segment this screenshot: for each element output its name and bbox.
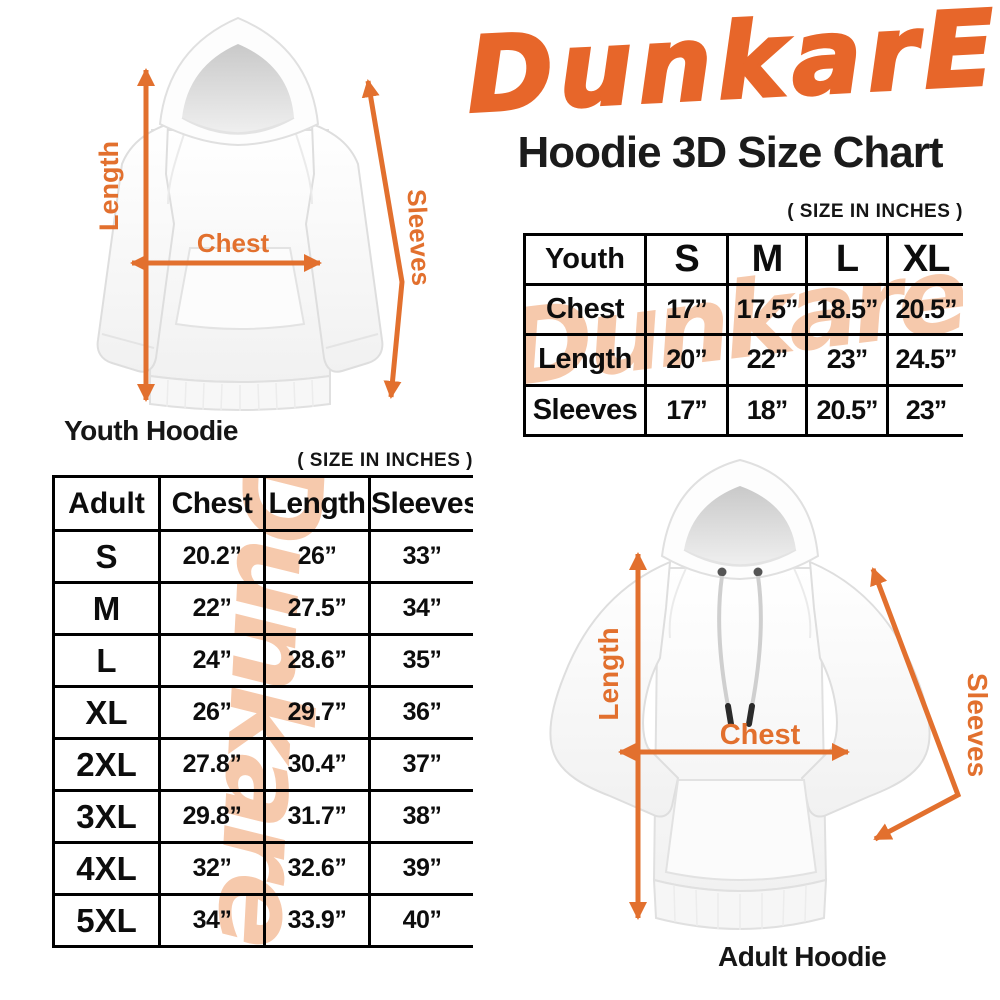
value-cell: 20.2”	[158, 529, 266, 584]
value-cell: 20.5”	[805, 383, 889, 437]
adult-chest-label: Chest	[720, 719, 801, 751]
youth-hoodie-figure: Length Chest Sleeves	[18, 4, 448, 416]
value-cell: 35”	[368, 633, 473, 688]
value-cell: 28.6”	[263, 633, 371, 688]
value-cell: 23”	[886, 383, 963, 437]
header-cell: Sleeves	[368, 475, 473, 532]
row-label: 3XL	[52, 789, 161, 844]
value-cell: 17.5”	[726, 282, 808, 337]
value-cell: 23”	[805, 333, 889, 387]
table-row: S 20.2” 26” 33”	[52, 529, 473, 584]
value-cell: 40”	[368, 893, 473, 948]
value-cell: 33”	[368, 529, 473, 584]
value-cell: 37”	[368, 737, 473, 792]
header-cell: S	[644, 233, 729, 286]
value-cell: 30.4”	[263, 737, 371, 792]
value-cell: 31.7”	[263, 789, 371, 844]
adult-table-body: S 20.2” 26” 33” M 22” 27.5” 34” L 24” 28.6” 35” XL 26…	[52, 529, 473, 948]
youth-hoodie-illustration: Length Chest Sleeves	[94, 16, 437, 412]
brand-logo: DunkarE	[455, 0, 1000, 138]
header-cell: M	[726, 233, 808, 286]
header-cell: Length	[263, 475, 371, 532]
row-label: 5XL	[52, 893, 161, 948]
youth-sleeves-arrow	[361, 79, 405, 399]
row-label: M	[52, 581, 161, 636]
adult-table-head: Adult Chest Length Sleeves	[52, 475, 473, 532]
adult-hoodie-figure: Length Chest Sleeves	[488, 448, 1000, 948]
value-cell: 22”	[726, 333, 808, 387]
value-cell: 26”	[263, 529, 371, 584]
value-cell: 32.6”	[263, 841, 371, 896]
header-row: Youth S M L XL	[523, 233, 963, 286]
row-label: 4XL	[52, 841, 161, 896]
value-cell: 38”	[368, 789, 473, 844]
table-row: M 22” 27.5” 34”	[52, 581, 473, 636]
youth-sleeves-label: Sleeves	[401, 188, 436, 286]
value-cell: 27.5”	[263, 581, 371, 636]
value-cell: 22”	[158, 581, 266, 636]
row-label: Chest	[523, 282, 647, 337]
header-cell: XL	[886, 233, 963, 286]
value-cell: 26”	[158, 685, 266, 740]
table-row: L 24” 28.6” 35”	[52, 633, 473, 688]
row-label: Length	[523, 333, 647, 387]
row-label: 2XL	[52, 737, 161, 792]
adult-caption: Adult Hoodie	[718, 941, 887, 972]
value-cell: 24”	[158, 633, 266, 688]
adult-size-table: Adult Chest Length Sleeves S 20.2” 26” 33” M 22”…	[52, 475, 473, 948]
youth-caption: Youth Hoodie	[64, 415, 238, 446]
value-cell: 18”	[726, 383, 808, 437]
youth-hoodie-garment	[96, 16, 384, 412]
value-cell: 17”	[644, 383, 729, 437]
corner-cell: Adult	[52, 475, 161, 532]
brand-logo-svg: DunkarE	[462, 0, 998, 138]
table-row: 3XL 29.8” 31.7” 38”	[52, 789, 473, 844]
adult-sleeves-arrow	[870, 567, 962, 842]
youth-chest-label: Chest	[197, 228, 270, 258]
row-label: Sleeves	[523, 383, 647, 437]
value-cell: 20”	[644, 333, 729, 387]
youth-size-table: Youth S M L XL Chest 17” 17.5” 18.5” 20.5” Length…	[523, 233, 963, 437]
header-cell: L	[805, 233, 889, 286]
value-cell: 34”	[368, 581, 473, 636]
youth-length-label: Length	[94, 141, 124, 231]
value-cell: 32”	[158, 841, 266, 896]
row-label: L	[52, 633, 161, 688]
value-cell: 20.5”	[886, 282, 963, 337]
adult-hoodie-illustration: Length Chest Sleeves	[549, 458, 993, 930]
value-cell: 29.7”	[263, 685, 371, 740]
header-row: Adult Chest Length Sleeves	[52, 475, 473, 532]
value-cell: 29.8”	[158, 789, 266, 844]
header-cell: Chest	[158, 475, 266, 532]
value-cell: 33.9”	[263, 893, 371, 948]
row-label: S	[52, 529, 161, 584]
brand-logo-text: DunkarE	[464, 0, 997, 132]
value-cell: 27.8”	[158, 737, 266, 792]
page-title: Hoodie 3D Size Chart	[517, 128, 944, 177]
table-row: Chest 17” 17.5” 18.5” 20.5”	[523, 282, 963, 337]
table-row: 5XL 34” 33.9” 40”	[52, 893, 473, 948]
adult-length-label: Length	[593, 627, 624, 720]
table-row: XL 26” 29.7” 36”	[52, 685, 473, 740]
table-row: 4XL 32” 32.6” 39”	[52, 841, 473, 896]
value-cell: 17”	[644, 282, 729, 337]
value-cell: 24.5”	[886, 333, 963, 387]
row-label: XL	[52, 685, 161, 740]
table-row: Sleeves 17” 18” 20.5” 23”	[523, 383, 963, 437]
youth-table-body: Chest 17” 17.5” 18.5” 20.5” Length 20” 22” 23” 24…	[523, 282, 963, 437]
table-row: 2XL 27.8” 30.4” 37”	[52, 737, 473, 792]
adult-sleeves-label: Sleeves	[962, 673, 993, 777]
value-cell: 34”	[158, 893, 266, 948]
adult-table-container: Dunkare Adult Chest Length Sleeves S 20.2” 26…	[52, 475, 473, 948]
youth-table-container: Dunkare Youth S M L XL Chest 17” 17.5” 18.5” 20.…	[523, 233, 963, 437]
value-cell: 18.5”	[805, 282, 889, 337]
value-cell: 36”	[368, 685, 473, 740]
youth-size-note: ( SIZE IN INCHES )	[787, 201, 963, 222]
youth-table-head: Youth S M L XL	[523, 233, 963, 286]
corner-cell: Youth	[523, 233, 647, 286]
value-cell: 39”	[368, 841, 473, 896]
table-row: Length 20” 22” 23” 24.5”	[523, 333, 963, 387]
adult-size-note: ( SIZE IN INCHES )	[297, 450, 473, 471]
